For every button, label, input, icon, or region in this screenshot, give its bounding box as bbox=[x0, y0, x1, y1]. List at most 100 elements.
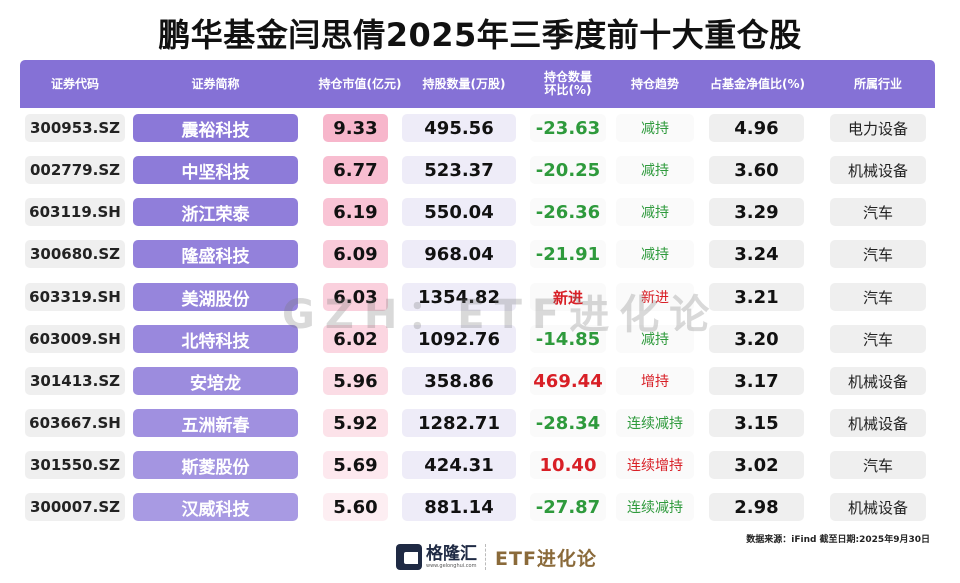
cell-name: 隆盛科技 bbox=[133, 240, 298, 268]
cell-market-value: 6.03 bbox=[323, 283, 388, 311]
cell-code: 002779.SZ bbox=[25, 156, 125, 184]
cell-nav-pct: 4.96 bbox=[709, 114, 804, 142]
cell-nav-pct: 3.21 bbox=[709, 283, 804, 311]
table-row: 300680.SZ 隆盛科技 6.09 968.04 -21.91 减持 3.24 汽车 bbox=[0, 240, 960, 270]
header-change-line2: 环比(%) bbox=[544, 83, 592, 97]
cell-industry: 汽车 bbox=[830, 240, 926, 268]
cell-code: 301413.SZ bbox=[25, 367, 125, 395]
cell-shares: 1282.71 bbox=[402, 409, 516, 437]
table-row: 603119.SH 浙江荣泰 6.19 550.04 -26.36 减持 3.29 汽车 bbox=[0, 198, 960, 228]
logo-text-block: 格隆汇 www.gelonghui.com bbox=[426, 545, 477, 569]
cell-industry: 机械设备 bbox=[830, 409, 926, 437]
cell-nav-pct: 2.98 bbox=[709, 493, 804, 521]
header-shares: 持股数量(万股) bbox=[422, 76, 506, 91]
cell-industry: 电力设备 bbox=[830, 114, 926, 142]
cell-trend: 新进 bbox=[616, 283, 694, 311]
cell-code: 603319.SH bbox=[25, 283, 125, 311]
cell-trend: 连续减持 bbox=[616, 409, 694, 437]
cell-nav-pct: 3.17 bbox=[709, 367, 804, 395]
cell-trend: 减持 bbox=[616, 198, 694, 226]
cell-name: 北特科技 bbox=[133, 325, 298, 353]
cell-change: -14.85 bbox=[530, 325, 606, 353]
cell-name: 美湖股份 bbox=[133, 283, 298, 311]
cell-change: -28.34 bbox=[530, 409, 606, 437]
cell-shares: 358.86 bbox=[402, 367, 516, 395]
cell-nav-pct: 3.20 bbox=[709, 325, 804, 353]
cell-trend: 减持 bbox=[616, 114, 694, 142]
header-nav-pct: 占基金净值比(%) bbox=[710, 76, 805, 91]
cell-shares: 968.04 bbox=[402, 240, 516, 268]
table-row: 301413.SZ 安培龙 5.96 358.86 469.44 增持 3.17 机械设备 bbox=[0, 367, 960, 397]
footer-logo: 格隆汇 www.gelonghui.com ETF进化论 bbox=[396, 540, 597, 574]
cell-shares: 424.31 bbox=[402, 451, 516, 479]
table-header: 证券代码 证券简称 持仓市值(亿元) 持股数量(万股) 持仓数量 环比(%) 持… bbox=[20, 60, 935, 108]
cell-nav-pct: 3.60 bbox=[709, 156, 804, 184]
cell-industry: 汽车 bbox=[830, 198, 926, 226]
table-row: 603009.SH 北特科技 6.02 1092.76 -14.85 减持 3.20 汽车 bbox=[0, 325, 960, 355]
table-row: 603319.SH 美湖股份 6.03 1354.82 新进 新进 3.21 汽车 bbox=[0, 283, 960, 313]
cell-industry: 机械设备 bbox=[830, 156, 926, 184]
cell-industry: 机械设备 bbox=[830, 367, 926, 395]
cell-code: 300680.SZ bbox=[25, 240, 125, 268]
cell-name: 斯菱股份 bbox=[133, 451, 298, 479]
cell-trend: 减持 bbox=[616, 240, 694, 268]
cell-industry: 汽车 bbox=[830, 283, 926, 311]
cell-nav-pct: 3.29 bbox=[709, 198, 804, 226]
table-row: 301550.SZ 斯菱股份 5.69 424.31 10.40 连续增持 3.02 汽车 bbox=[0, 451, 960, 481]
cell-market-value: 6.77 bbox=[323, 156, 388, 184]
cell-trend: 减持 bbox=[616, 156, 694, 184]
table-row: 603667.SH 五洲新春 5.92 1282.71 -28.34 连续减持 3.15 机械… bbox=[0, 409, 960, 439]
cell-market-value: 9.33 bbox=[323, 114, 388, 142]
cell-change: 新进 bbox=[530, 283, 606, 311]
cell-shares: 550.04 bbox=[402, 198, 516, 226]
cell-change: -27.87 bbox=[530, 493, 606, 521]
cell-name: 中坚科技 bbox=[133, 156, 298, 184]
cell-market-value: 6.09 bbox=[323, 240, 388, 268]
cell-shares: 523.37 bbox=[402, 156, 516, 184]
cell-trend: 减持 bbox=[616, 325, 694, 353]
cell-name: 安培龙 bbox=[133, 367, 298, 395]
cell-code: 603667.SH bbox=[25, 409, 125, 437]
cell-change: -20.25 bbox=[530, 156, 606, 184]
cell-market-value: 5.96 bbox=[323, 367, 388, 395]
cell-name: 汉威科技 bbox=[133, 493, 298, 521]
cell-name: 五洲新春 bbox=[133, 409, 298, 437]
header-industry: 所属行业 bbox=[853, 76, 902, 91]
header-change-line1: 持仓数量 bbox=[543, 70, 592, 84]
cell-change: 10.40 bbox=[530, 451, 606, 479]
data-source-note: 数据来源：iFind 截至日期:2025年9月30日 bbox=[746, 535, 930, 545]
header-change: 持仓数量 环比(%) bbox=[525, 60, 611, 108]
cell-industry: 汽车 bbox=[830, 451, 926, 479]
header-name: 证券简称 bbox=[191, 76, 240, 91]
cell-code: 301550.SZ bbox=[25, 451, 125, 479]
cell-nav-pct: 3.24 bbox=[709, 240, 804, 268]
cell-code: 603009.SH bbox=[25, 325, 125, 353]
cell-market-value: 6.02 bbox=[323, 325, 388, 353]
logo-url: www.gelonghui.com bbox=[426, 563, 477, 569]
table-row: 002779.SZ 中坚科技 6.77 523.37 -20.25 减持 3.60 机械设备 bbox=[0, 156, 960, 186]
logo-brand: 格隆汇 bbox=[426, 544, 477, 564]
cell-trend: 增持 bbox=[616, 367, 694, 395]
cell-shares: 1092.76 bbox=[402, 325, 516, 353]
cell-trend: 连续减持 bbox=[616, 493, 694, 521]
table-row: 300953.SZ 震裕科技 9.33 495.56 -23.63 减持 4.96 电力设备 bbox=[0, 114, 960, 144]
cell-trend: 连续增持 bbox=[616, 451, 694, 479]
header-market-value: 持仓市值(亿元) bbox=[318, 76, 402, 91]
logo-divider bbox=[485, 544, 487, 570]
cell-market-value: 5.69 bbox=[323, 451, 388, 479]
cell-code: 603119.SH bbox=[25, 198, 125, 226]
cell-code: 300953.SZ bbox=[25, 114, 125, 142]
cell-shares: 495.56 bbox=[402, 114, 516, 142]
cell-change: -26.36 bbox=[530, 198, 606, 226]
cell-market-value: 6.19 bbox=[323, 198, 388, 226]
cell-nav-pct: 3.02 bbox=[709, 451, 804, 479]
table-row: 300007.SZ 汉威科技 5.60 881.14 -27.87 连续减持 2.98 机械设… bbox=[0, 493, 960, 523]
cell-name: 浙江荣泰 bbox=[133, 198, 298, 226]
cell-shares: 881.14 bbox=[402, 493, 516, 521]
header-code: 证券代码 bbox=[50, 76, 99, 91]
cell-change: -21.91 bbox=[530, 240, 606, 268]
cell-industry: 机械设备 bbox=[830, 493, 926, 521]
gelonghui-logo-icon bbox=[396, 544, 422, 570]
cell-industry: 汽车 bbox=[830, 325, 926, 353]
cell-code: 300007.SZ bbox=[25, 493, 125, 521]
